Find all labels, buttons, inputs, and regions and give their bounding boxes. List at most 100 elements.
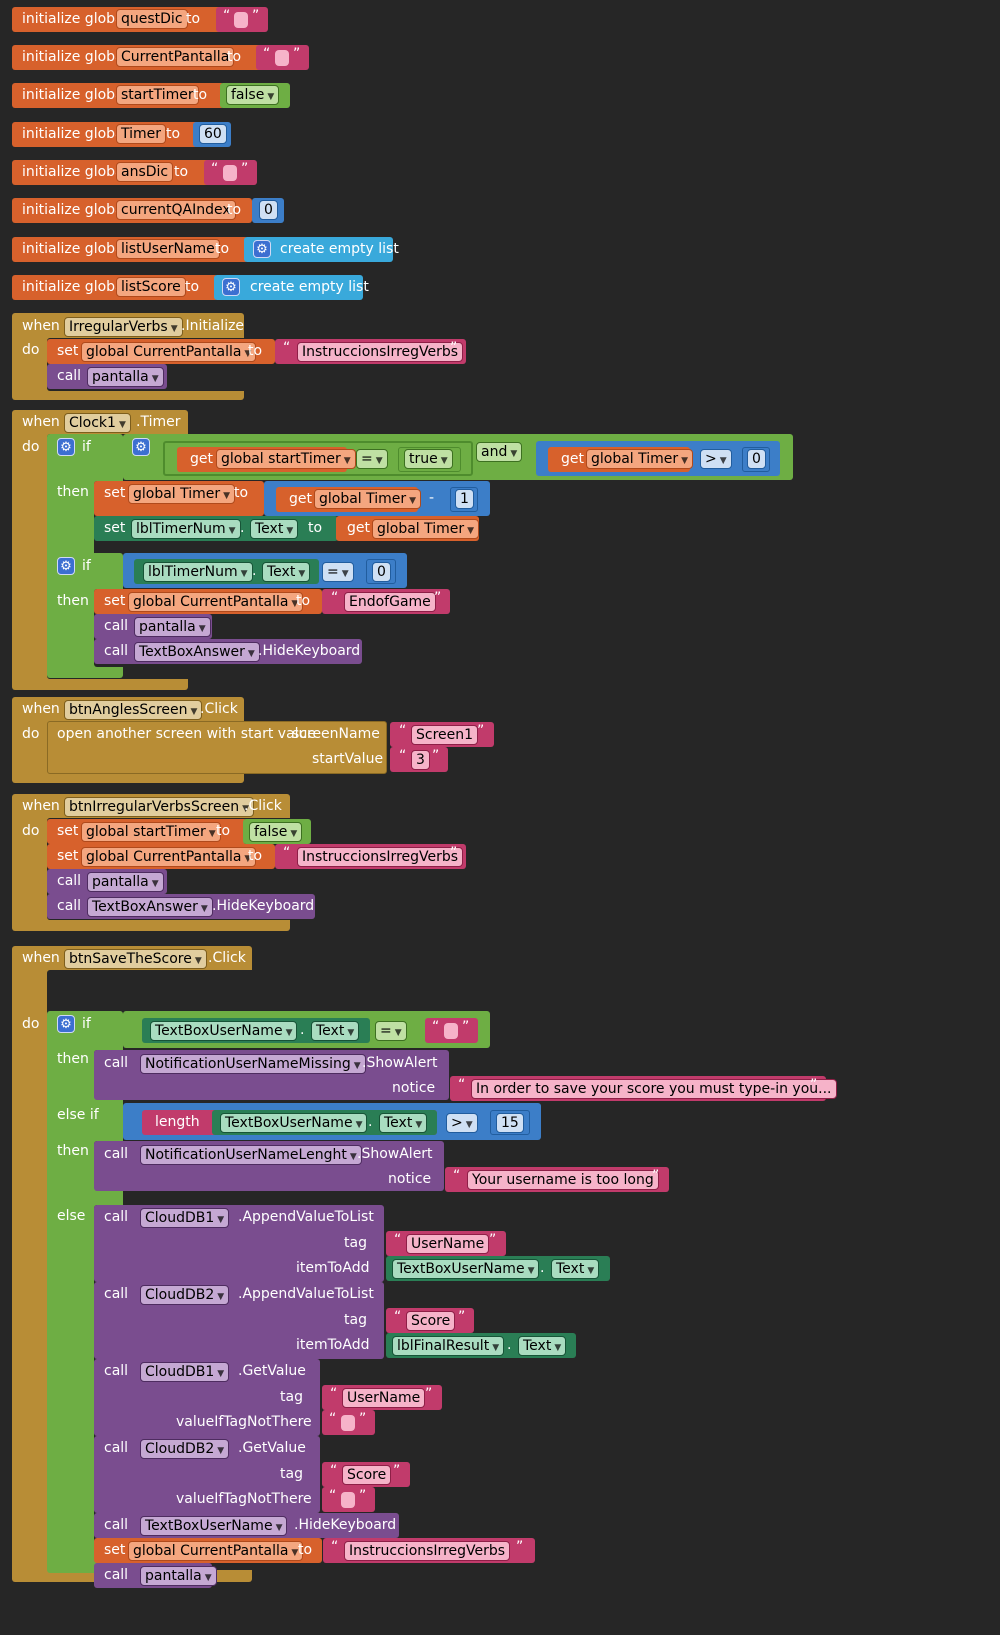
text-field[interactable]: InstruccionsIrregVerbs <box>344 1541 511 1561</box>
property-dropdown[interactable]: Text ▼ <box>518 1336 567 1356</box>
var-dropdown[interactable]: global CurrentPantalla ▼ <box>81 847 257 867</box>
component-dropdown[interactable]: lblTimerNum ▼ <box>131 519 241 539</box>
var-name-field[interactable]: listUserName <box>116 239 220 259</box>
gear-icon[interactable]: ⚙ <box>132 438 150 456</box>
number-field[interactable]: 0 <box>372 562 391 582</box>
op-dropdown[interactable]: > ▼ <box>700 449 732 469</box>
chevron-down-icon: ▼ <box>217 1215 225 1225</box>
component-dropdown[interactable]: IrregularVerbs ▼ <box>64 317 183 337</box>
gear-icon[interactable]: ⚙ <box>253 240 271 258</box>
chevron-down-icon: ▼ <box>223 491 231 501</box>
var-name-field[interactable]: Timer <box>116 124 167 144</box>
var-dropdown[interactable]: global Timer ▼ <box>128 484 236 504</box>
property-dropdown[interactable]: Text ▼ <box>379 1113 428 1133</box>
chevron-down-icon: ▼ <box>208 829 216 839</box>
text-field[interactable]: InstruccionsIrregVerbs <box>297 847 464 867</box>
var-dropdown[interactable]: global Timer ▼ <box>372 519 480 539</box>
text-field[interactable]: Screen1 <box>411 725 479 745</box>
text-field[interactable]: InstruccionsIrregVerbs <box>297 342 464 362</box>
and-dropdown[interactable]: and ▼ <box>476 442 523 462</box>
gear-icon[interactable]: ⚙ <box>57 1015 75 1033</box>
component-dropdown[interactable]: TextBoxUserName ▼ <box>140 1516 288 1536</box>
component-dropdown[interactable]: TextBoxUserName ▼ <box>150 1021 298 1041</box>
component-dropdown[interactable]: TextBoxAnswer ▼ <box>134 642 260 662</box>
chevron-down-icon: ▼ <box>347 1028 355 1038</box>
property-dropdown[interactable]: Text ▼ <box>311 1021 360 1041</box>
bool-dropdown[interactable]: true ▼ <box>404 449 453 469</box>
component-dropdown[interactable]: btnAnglesScreen ▼ <box>64 700 203 720</box>
op-dropdown[interactable]: = ▼ <box>322 562 354 582</box>
var-dropdown[interactable]: global startTimer ▼ <box>81 822 221 842</box>
method-name: .AppendValueToList <box>238 1286 374 1302</box>
var-name-field[interactable]: listScore <box>116 277 186 297</box>
var-dropdown[interactable]: global CurrentPantalla ▼ <box>128 1541 304 1561</box>
chevron-down-icon: ▼ <box>242 804 250 814</box>
var-name: global startTimer <box>86 824 206 840</box>
number-field[interactable]: 60 <box>199 124 227 144</box>
component-dropdown[interactable]: CloudDB2 ▼ <box>140 1439 230 1459</box>
event-name: .Timer <box>136 414 181 430</box>
procedure-dropdown[interactable]: pantalla ▼ <box>87 872 164 892</box>
component-dropdown[interactable]: CloudDB1 ▼ <box>140 1362 230 1382</box>
procedure-dropdown[interactable]: pantalla ▼ <box>87 367 164 387</box>
var-name-field[interactable]: currentQAIndex <box>116 200 236 220</box>
component-dropdown[interactable]: lblTimerNum ▼ <box>143 562 253 582</box>
gear-icon[interactable]: ⚙ <box>57 438 75 456</box>
text-field[interactable]: Your username is too long <box>467 1170 659 1190</box>
number-field[interactable]: 1 <box>455 489 474 509</box>
property-name: Text <box>267 564 296 580</box>
component-dropdown[interactable]: NotificationUserNameLenght ▼ <box>140 1145 362 1165</box>
text-field[interactable]: Score <box>342 1465 392 1485</box>
var-name-field[interactable]: CurrentPantalla <box>116 47 235 67</box>
component-dropdown[interactable]: TextBoxUserName ▼ <box>220 1113 368 1133</box>
notice-label: notice <box>392 1080 436 1096</box>
text-field[interactable]: Score <box>406 1311 456 1331</box>
var-dropdown[interactable]: global CurrentPantalla ▼ <box>81 342 257 362</box>
gear-icon[interactable]: ⚙ <box>57 557 75 575</box>
text-field[interactable]: EndofGame <box>344 592 436 612</box>
property-name: Text <box>523 1338 552 1354</box>
component-dropdown[interactable]: btnIrregularVerbsScreen ▼ <box>64 797 255 817</box>
open-another-screen-block[interactable] <box>47 721 387 774</box>
component-dropdown[interactable]: TextBoxAnswer ▼ <box>87 897 213 917</box>
var-name-field[interactable]: ansDic <box>116 162 174 182</box>
startvalue-label: startValue <box>312 751 384 767</box>
var-dropdown[interactable]: global startTimer ▼ <box>216 449 356 469</box>
text-field[interactable]: UserName <box>342 1388 426 1408</box>
property-dropdown[interactable]: Text ▼ <box>551 1259 600 1279</box>
number-field[interactable]: 0 <box>259 200 278 220</box>
component-dropdown[interactable]: CloudDB2 ▼ <box>140 1285 230 1305</box>
property-dropdown[interactable]: Text ▼ <box>262 562 311 582</box>
component-dropdown[interactable]: CloudDB1 ▼ <box>140 1208 230 1228</box>
procedure-dropdown[interactable]: pantalla ▼ <box>140 1566 217 1586</box>
chevron-down-icon: ▼ <box>118 420 126 430</box>
number-field[interactable]: 0 <box>747 449 766 469</box>
var-dropdown[interactable]: global CurrentPantalla ▼ <box>128 592 304 612</box>
var-name-field[interactable]: questDic <box>116 9 188 29</box>
op-dropdown[interactable]: = ▼ <box>356 449 388 469</box>
procedure-dropdown[interactable]: pantalla ▼ <box>134 617 211 637</box>
property-name: Text <box>556 1261 585 1277</box>
var-dropdown[interactable]: global Timer ▼ <box>586 449 694 469</box>
component-dropdown[interactable]: NotificationUserNameMissing ▼ <box>140 1054 366 1074</box>
var-dropdown[interactable]: global Timer ▼ <box>314 489 422 509</box>
var-name-field[interactable]: startTimer <box>116 85 199 105</box>
op-dropdown[interactable]: > ▼ <box>446 1113 478 1133</box>
gear-icon[interactable]: ⚙ <box>222 278 240 296</box>
component-dropdown[interactable]: Clock1 ▼ <box>64 413 131 433</box>
to-label: to <box>193 87 208 103</box>
property-dropdown[interactable]: Text ▼ <box>250 519 299 539</box>
bool-dropdown[interactable]: false ▼ <box>226 85 280 105</box>
text-field[interactable]: In order to save your score you must typ… <box>471 1079 837 1099</box>
text-field[interactable]: UserName <box>406 1234 490 1254</box>
quote-close: ” <box>652 1168 660 1184</box>
component-dropdown[interactable]: lblFinalResult ▼ <box>392 1336 505 1356</box>
component-name: Clock1 <box>69 415 116 431</box>
component-dropdown[interactable]: btnSaveTheScore ▼ <box>64 949 207 969</box>
number-field[interactable]: 15 <box>496 1113 524 1133</box>
bool-dropdown[interactable]: false ▼ <box>249 822 303 842</box>
chevron-down-icon: ▼ <box>285 1028 293 1038</box>
text-field[interactable]: 3 <box>411 750 430 770</box>
component-dropdown[interactable]: TextBoxUserName ▼ <box>392 1259 540 1279</box>
op-dropdown[interactable]: = ▼ <box>375 1021 407 1041</box>
